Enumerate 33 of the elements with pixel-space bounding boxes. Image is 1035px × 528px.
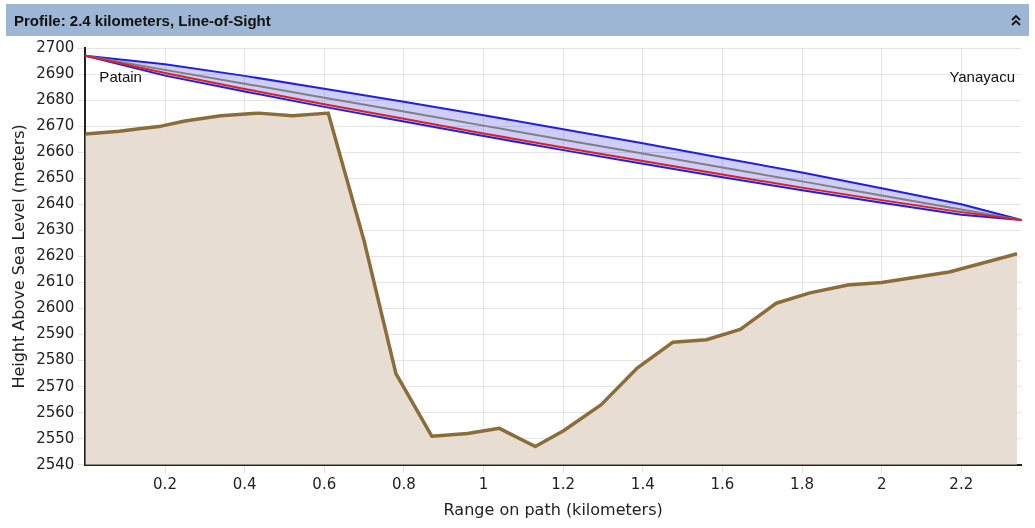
x-tick-label: 2.2: [949, 474, 974, 493]
y-tick-label: 2670: [36, 116, 75, 135]
y-tick-label: 2660: [36, 142, 75, 161]
y-tick-label: 2630: [36, 220, 75, 239]
y-tick-label: 2700: [36, 37, 75, 56]
x-tick-label: 0.6: [312, 474, 337, 493]
y-tick-label: 2550: [36, 428, 75, 447]
x-tick-label: 0.8: [391, 474, 416, 493]
x-axis-title: Range on path (kilometers): [443, 499, 663, 519]
y-tick-label: 2560: [36, 402, 75, 421]
x-tick-label: 2: [876, 474, 887, 493]
x-tick-label: 1.2: [551, 474, 576, 493]
x-tick-label: 0.4: [232, 474, 257, 493]
y-tick-label: 2590: [36, 324, 75, 343]
y-axis-title: Height Above Sea Level (meters): [8, 124, 28, 389]
y-tick-label: 2570: [36, 376, 75, 395]
x-tick-label: 1.8: [790, 474, 814, 493]
x-tick-label: 1.6: [710, 474, 735, 493]
y-tick-label: 2620: [36, 246, 75, 265]
x-tick-label: 1: [478, 474, 489, 493]
y-tick-label: 2600: [36, 298, 75, 317]
annotation: Patain: [99, 67, 142, 85]
x-tick-label: 1.4: [630, 474, 655, 493]
x-tick-label: 0.2: [153, 474, 177, 493]
y-tick-label: 2540: [36, 454, 75, 473]
annotation: Yanayacu: [949, 67, 1015, 85]
y-tick-label: 2610: [36, 272, 75, 291]
y-tick-label: 2690: [36, 63, 75, 82]
y-tick-label: 2650: [36, 168, 75, 187]
chart-title: Profile: 2.4 kilometers, Line-of-Sight: [14, 11, 271, 29]
y-tick-label: 2640: [36, 194, 75, 213]
y-tick-label: 2680: [36, 89, 75, 108]
y-tick-label: 2580: [36, 350, 75, 369]
